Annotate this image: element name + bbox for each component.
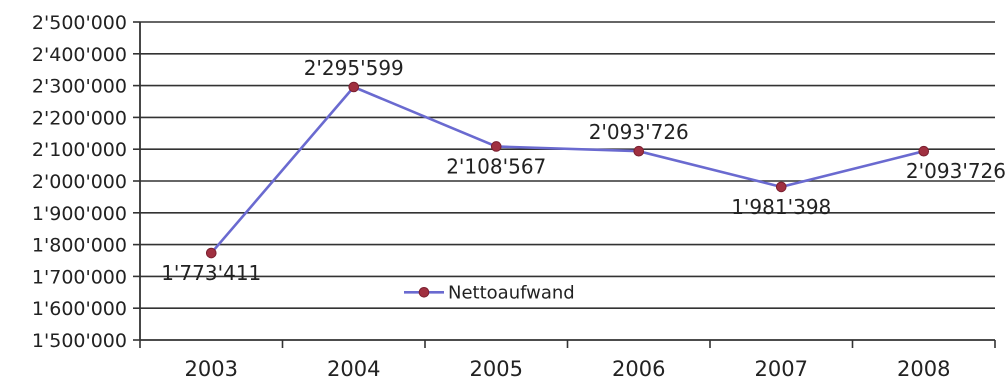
y-tick-label: 1'700'000: [32, 266, 127, 288]
legend-marker-swatch: [418, 287, 430, 298]
x-tick-label-2003: 2003: [185, 357, 238, 381]
x-tick-label-2005: 2005: [470, 357, 523, 381]
x-tick-label-2004: 2004: [327, 357, 380, 381]
axes: [133, 21, 996, 348]
data-labels: 1'773'411 2'295'599 2'108'567 2'093'726 1'98…: [161, 56, 1006, 285]
data-point-2007: [775, 181, 787, 193]
x-tick-label-2006: 2006: [612, 357, 665, 381]
data-label-2004: 2'295'599: [304, 56, 404, 80]
y-tick-label: 2'300'000: [32, 76, 127, 98]
x-tick-label-2007: 2007: [755, 357, 808, 381]
y-tick-label: 1'900'000: [32, 203, 127, 225]
y-tick-label: 2'400'000: [32, 44, 127, 66]
data-label-2005: 2'108'567: [446, 154, 546, 178]
data-label-2008: 2'093'726: [906, 159, 1006, 183]
y-tick-label: 2'100'000: [32, 139, 127, 161]
data-label-2003: 1'773'411: [161, 261, 261, 285]
legend-label: Nettoaufwand: [448, 282, 575, 303]
y-tick-label: 2'200'000: [32, 107, 127, 129]
data-point-2003: [205, 247, 217, 259]
data-point-2006: [633, 145, 645, 157]
y-tick-label: 1'800'000: [32, 235, 127, 257]
data-label-2007: 1'981'398: [731, 195, 831, 219]
y-tick-label: 1'600'000: [32, 298, 127, 320]
x-axis-tick-labels: 2003 2004 2005 2006 2007 2008: [185, 357, 951, 381]
y-tick-label: 2'000'000: [32, 171, 127, 193]
legend: Nettoaufwand: [404, 282, 575, 303]
series-line-nettoaufwand: [210, 85, 925, 254]
y-tick-label: 2'500'000: [32, 12, 127, 34]
data-label-2006: 2'093'726: [589, 120, 689, 144]
data-point-2004: [348, 81, 360, 93]
series-nettoaufwand: [205, 81, 930, 259]
data-point-2008: [918, 145, 930, 157]
x-tick-label-2008: 2008: [897, 357, 950, 381]
data-point-2005: [490, 141, 502, 152]
y-axis-tick-labels: 1'500'000 1'600'000 1'700'000 1'800'000 1'90…: [32, 12, 127, 352]
y-tick-label: 1'500'000: [32, 330, 127, 352]
